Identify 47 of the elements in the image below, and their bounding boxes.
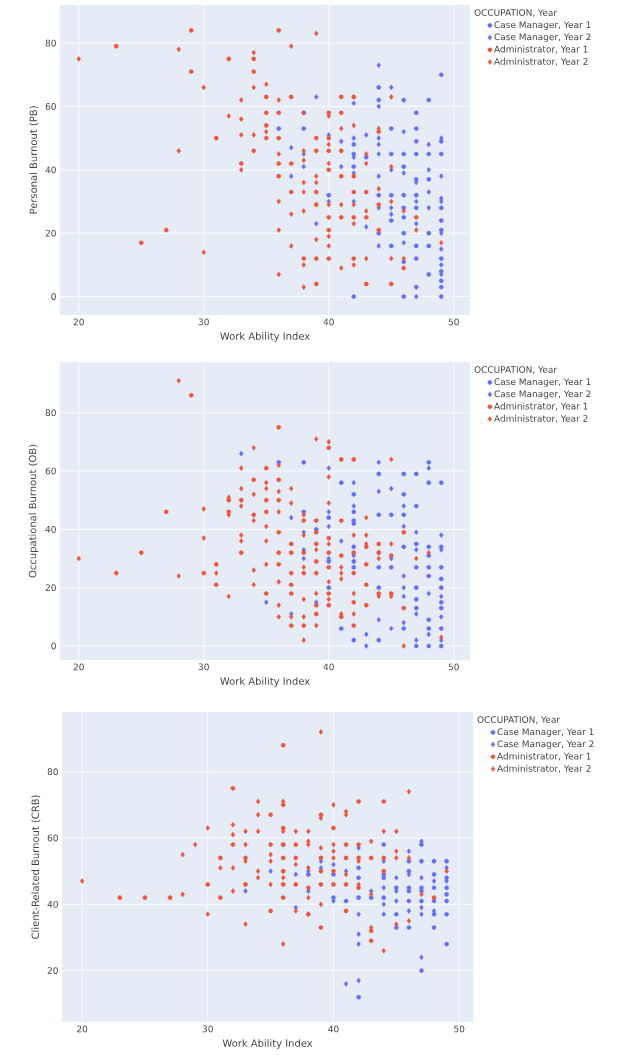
x-tick-label: 20 xyxy=(77,1025,88,1033)
x-tick-label: 20 xyxy=(73,663,84,671)
y-tick-label: 20 xyxy=(45,229,56,237)
legend-label: Administrator, Year 1 xyxy=(494,402,588,411)
legend-label: Case Manager, Year 2 xyxy=(494,390,591,399)
y-axis-title: Personal Burnout (PB) xyxy=(29,106,39,214)
y-axis-title: Client-Related Burnout (CRB) xyxy=(31,795,41,939)
y-tick-label: 80 xyxy=(47,768,58,776)
legend-label: Case Manager, Year 2 xyxy=(494,33,591,42)
legend-title: OCCUPATION, Year xyxy=(477,716,561,724)
x-tick-label: 40 xyxy=(328,1025,339,1033)
legend-label: Administrator, Year 2 xyxy=(494,57,588,66)
y-tick-label: 0 xyxy=(51,293,56,300)
y-tick-label: 20 xyxy=(47,967,58,974)
x-tick-label: 30 xyxy=(198,663,209,671)
legend-title: OCCUPATION, Year xyxy=(474,366,558,374)
x-tick-label: 40 xyxy=(323,663,334,671)
legend-label: Case Manager, Year 1 xyxy=(497,728,594,737)
x-axis-title: Work Ability Index xyxy=(220,677,310,687)
legend-label: Case Manager, Year 2 xyxy=(497,740,594,749)
x-axis-title: Work Ability Index xyxy=(220,332,310,342)
y-tick-label: 80 xyxy=(45,39,56,47)
y-axis-title: Occupational Burnout (OB) xyxy=(28,444,39,578)
legend-label: Administrator, Year 2 xyxy=(494,414,588,423)
y-tick-label: 60 xyxy=(47,834,58,842)
x-axis-title: Work Ability Index xyxy=(222,1039,313,1049)
y-tick-label: 60 xyxy=(45,467,56,475)
y-tick-label: 40 xyxy=(45,525,56,533)
legend-label: Case Manager, Year 1 xyxy=(494,378,591,387)
y-tick-label: 20 xyxy=(45,584,56,592)
x-tick-label: 40 xyxy=(323,318,334,326)
y-tick-label: 60 xyxy=(45,103,56,110)
y-tick-label: 40 xyxy=(47,900,58,908)
x-tick-label: 50 xyxy=(448,663,459,671)
legend-title: OCCUPATION, Year xyxy=(474,9,558,17)
x-tick-label: 20 xyxy=(73,318,84,326)
legend-label: Administrator, Year 1 xyxy=(494,45,588,54)
legend-label: Case Manager, Year 1 xyxy=(494,21,591,30)
x-tick-label: 50 xyxy=(448,318,459,326)
x-tick-label: 30 xyxy=(198,318,209,326)
x-tick-label: 50 xyxy=(454,1025,465,1033)
y-tick-label: 40 xyxy=(45,166,56,174)
x-tick-label: 30 xyxy=(202,1025,213,1033)
legend-label: Administrator, Year 1 xyxy=(497,752,591,761)
legend-label: Administrator, Year 2 xyxy=(497,764,591,773)
y-tick-label: 0 xyxy=(51,642,56,650)
y-tick-label: 80 xyxy=(45,409,56,417)
